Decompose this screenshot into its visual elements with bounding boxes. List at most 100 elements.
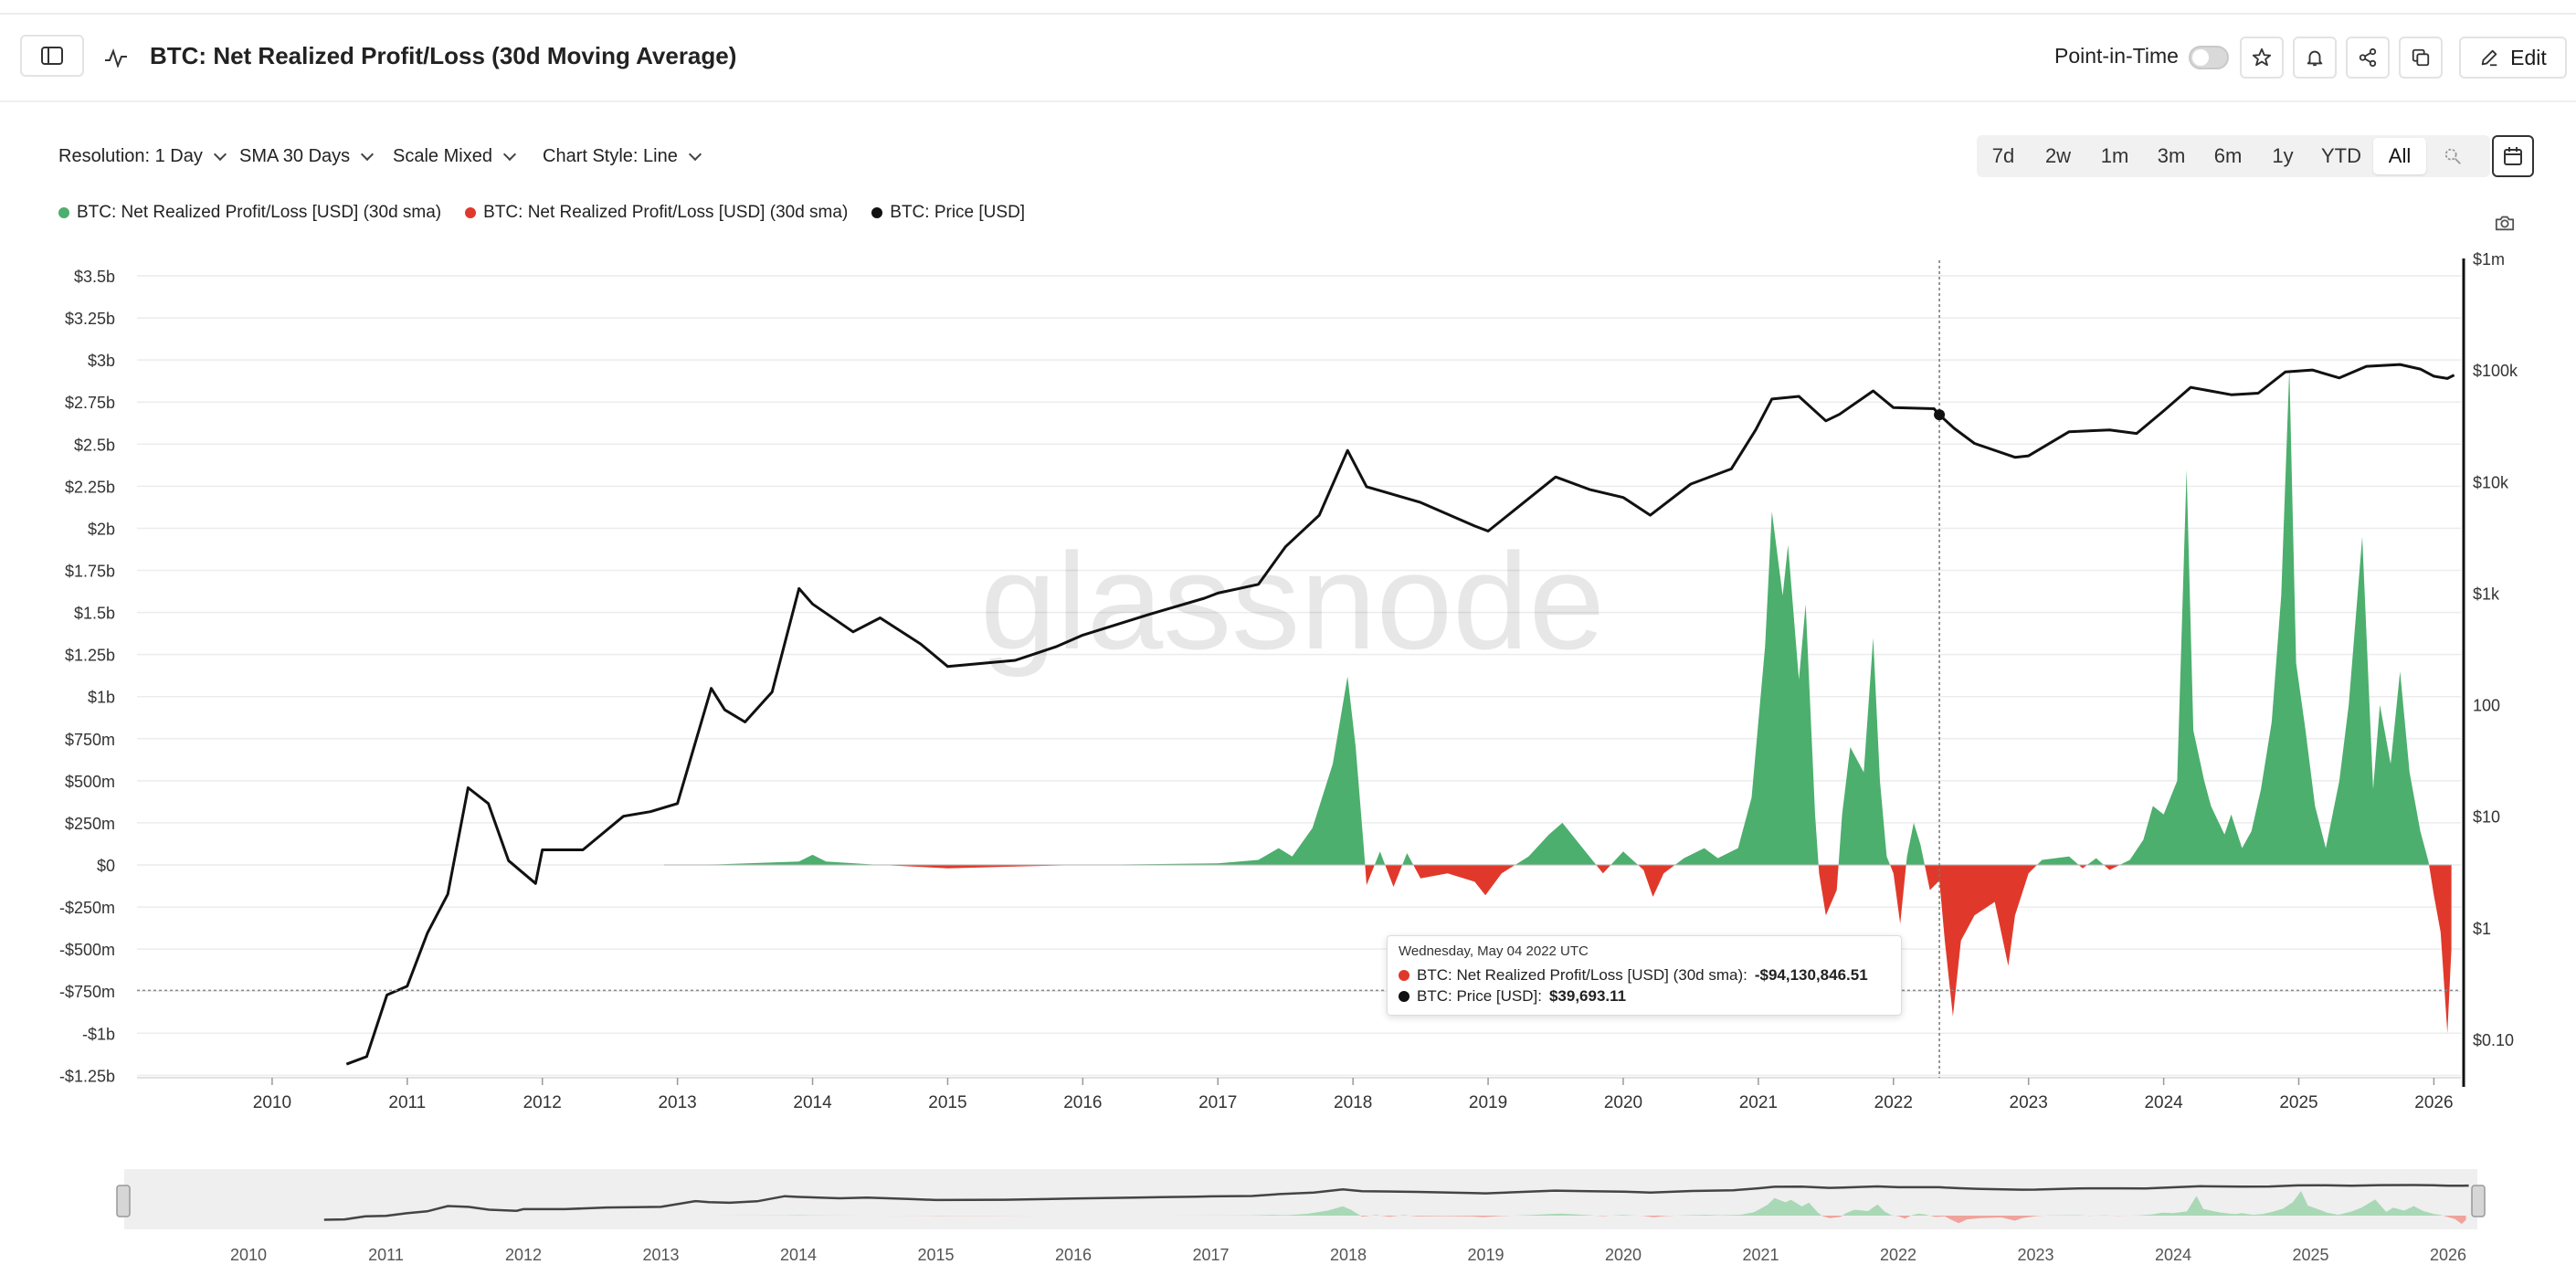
tooltip-price-value: $39,693.11	[1548, 987, 1627, 1005]
screenshot-button[interactable]	[2486, 205, 2523, 241]
range-2w[interactable]: 2w	[2044, 144, 2072, 167]
edit-label: Edit	[2510, 45, 2547, 69]
legend-label: BTC: Net Realized Profit/Loss [USD] (30d…	[77, 203, 442, 222]
main-chart[interactable]: $3.5b $3.25b $3b $2.75b $2.5b $2.25b $2b $1.75b…	[0, 237, 2576, 1160]
legend-item-loss[interactable]: BTC: Net Realized Profit/Loss [USD] (30d…	[465, 203, 848, 223]
y-tick-label-left: -$1b	[82, 1025, 115, 1043]
navigator-tick-label: 2019	[1467, 1246, 1504, 1264]
tooltip-row-price: BTC: Price [USD]: $39,693.11	[1399, 985, 1890, 1006]
sma-label: SMA 30 Days	[239, 146, 351, 166]
y-tick-label-left: $500m	[65, 773, 115, 791]
scale-label: Scale Mixed	[393, 146, 492, 166]
chevron-down-icon	[213, 147, 227, 161]
range-3m[interactable]: 3m	[2157, 144, 2186, 167]
toggle-knob	[2192, 49, 2209, 66]
x-tick-label: 2019	[1469, 1093, 1507, 1112]
y-tick-label-left: $2.5b	[74, 436, 115, 454]
tooltip-date: Wednesday, May 04 2022 UTC	[1399, 943, 1589, 959]
chart-style-label: Chart Style: Line	[543, 146, 678, 166]
top-divider	[0, 13, 2576, 15]
y-tick-label-right: $10	[2473, 808, 2500, 827]
y-tick-label-left: $0	[97, 857, 115, 875]
range-7d[interactable]: 7d	[1991, 144, 2015, 167]
navigator-tick-label: 2015	[917, 1246, 954, 1264]
navigator-tick-label: 2025	[2292, 1246, 2328, 1264]
tooltip-dot-red	[1399, 969, 1409, 981]
legend-item-profit[interactable]: BTC: Net Realized Profit/Loss [USD] (30d…	[58, 203, 441, 223]
navigator-profit-area	[647, 1191, 2466, 1216]
copy-button[interactable]	[2399, 37, 2443, 79]
sma-dropdown[interactable]: SMA 30 Days	[239, 146, 375, 167]
chart-style-dropdown[interactable]: Chart Style: Line	[543, 146, 702, 167]
y-tick-label-left: $2.75b	[65, 394, 115, 412]
y-tick-label-right: $1m	[2473, 250, 2505, 269]
resolution-label: Resolution: 1 Day	[58, 146, 203, 166]
header-bar: BTC: Net Realized Profit/Loss (30d Movin…	[0, 15, 2576, 102]
calendar-icon	[2504, 147, 2522, 165]
favorite-button[interactable]	[2240, 37, 2284, 79]
x-tick-label: 2011	[388, 1093, 426, 1112]
x-tick-label: 2026	[2414, 1093, 2453, 1112]
x-tick-label: 2020	[1604, 1093, 1642, 1112]
resolution-dropdown[interactable]: Resolution: 1 Day	[58, 146, 227, 167]
x-tick-label: 2025	[2279, 1093, 2317, 1112]
y-tick-label-left: $1.5b	[74, 605, 115, 623]
navigator-price-line	[323, 1184, 2469, 1221]
chevron-down-icon	[688, 147, 702, 161]
y-tick-label-left: $250m	[65, 815, 115, 833]
range-ytd[interactable]: YTD	[2321, 144, 2361, 167]
crosshair-price-point	[1934, 409, 1946, 421]
x-tick-label: 2014	[793, 1093, 832, 1112]
navigator-tick-label: 2026	[2430, 1246, 2466, 1264]
scale-dropdown[interactable]: Scale Mixed	[393, 146, 517, 167]
range-1m[interactable]: 1m	[2100, 144, 2129, 167]
copy-icon	[2412, 48, 2430, 67]
navigator-tick-label: 2023	[2017, 1246, 2053, 1264]
pnl-profit-area	[663, 368, 2452, 865]
navigator-tick-label: 2010	[230, 1246, 267, 1264]
y-tick-label-left: $750m	[65, 731, 115, 749]
alert-button[interactable]	[2293, 37, 2337, 79]
pnl-loss-area	[663, 865, 2452, 1034]
y-tick-label-left: $2b	[88, 520, 115, 538]
x-tick-label: 2022	[1874, 1093, 1913, 1112]
x-tick-label: 2016	[1063, 1093, 1102, 1112]
legend-label: BTC: Net Realized Profit/Loss [USD] (30d…	[483, 203, 849, 222]
tooltip-pnl-value: -$94,130,846.51	[1754, 966, 1868, 984]
sidebar-toggle-button[interactable]	[20, 35, 84, 77]
x-tick-label: 2015	[928, 1093, 966, 1112]
navigator-tick-label: 2021	[1742, 1246, 1779, 1264]
range-1y[interactable]: 1y	[2272, 144, 2294, 167]
navigator-window	[124, 1169, 2477, 1229]
navigator-right-handle	[2471, 1185, 2486, 1217]
chevron-down-icon	[361, 147, 375, 161]
y-tick-label-left: $1.75b	[65, 563, 115, 581]
page-title: BTC: Net Realized Profit/Loss (30d Movin…	[150, 42, 737, 69]
tooltip-pnl-label: BTC: Net Realized Profit/Loss [USD] (30d…	[1417, 966, 1747, 984]
navigator-tick-label: 2022	[1880, 1246, 1916, 1264]
chart-tooltip: Wednesday, May 04 2022 UTC BTC: Net Real…	[1387, 935, 1902, 1016]
x-tick-label: 2023	[2010, 1093, 2048, 1112]
metric-line-icon	[105, 48, 127, 68]
edit-button[interactable]: Edit	[2459, 37, 2567, 79]
range-navigator[interactable]: 2010 2011 2012 2013 2014 2015 2016 2017 2018 2019…	[0, 1169, 2576, 1270]
bell-icon	[2307, 50, 2323, 67]
range-all[interactable]: All	[2373, 138, 2426, 174]
y-tick-label-left: -$250m	[59, 899, 115, 917]
y-tick-label-left: $1.25b	[65, 647, 115, 665]
chevron-down-icon	[502, 147, 517, 161]
x-tick-label: 2010	[253, 1093, 291, 1112]
legend-item-price[interactable]: BTC: Price [USD]	[871, 203, 1025, 223]
navigator-tick-label: 2020	[1605, 1246, 1642, 1264]
pencil-icon	[2481, 49, 2497, 67]
y-tick-label-right: $100k	[2473, 362, 2518, 380]
range-6m[interactable]: 6m	[2213, 144, 2243, 167]
point-in-time-toggle[interactable]	[2189, 46, 2229, 69]
zoom-select-button[interactable]	[2426, 138, 2479, 174]
navigator-tick-label: 2013	[642, 1246, 679, 1264]
y-tick-label-right: $0.10	[2473, 1031, 2514, 1049]
y-tick-label-right: $1	[2473, 920, 2491, 938]
share-button[interactable]	[2346, 37, 2390, 79]
date-picker-button[interactable]	[2492, 135, 2534, 177]
price-line	[345, 363, 2455, 1066]
